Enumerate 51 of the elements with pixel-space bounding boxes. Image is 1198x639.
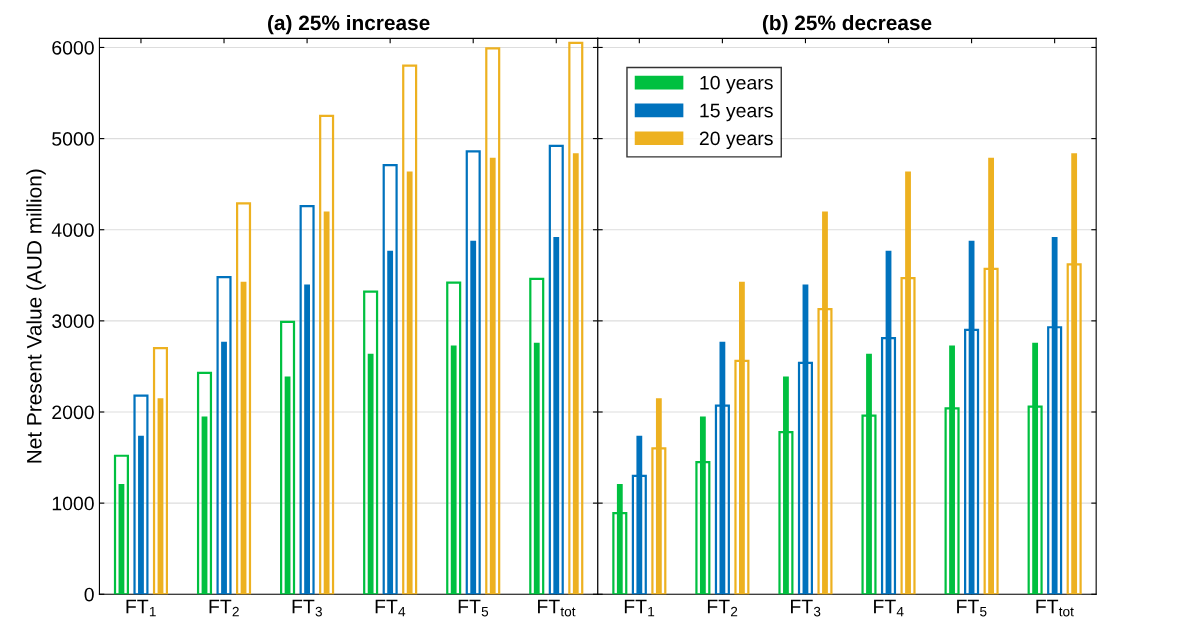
y-tick-label: 6000 bbox=[52, 40, 94, 55]
x-tick-label: FT$_{2}$ bbox=[209, 599, 239, 617]
chart-title: (a) 25% increase bbox=[268, 14, 430, 35]
bar bbox=[402, 64, 418, 595]
y-tick-label: 5000 bbox=[52, 132, 94, 146]
bar bbox=[1071, 153, 1078, 595]
bar bbox=[485, 47, 501, 595]
x-tick-label: FT$_{5}$ bbox=[957, 599, 987, 617]
legend-label: 10 years bbox=[700, 75, 773, 94]
bar bbox=[616, 484, 623, 595]
bar bbox=[236, 202, 252, 595]
bar bbox=[280, 320, 296, 595]
bar bbox=[465, 150, 481, 595]
bar bbox=[196, 371, 213, 595]
legend-label: 15 years bbox=[700, 103, 773, 122]
y-tick-label: 3000 bbox=[52, 314, 94, 329]
y-tick-label: 4000 bbox=[51, 223, 94, 237]
bar bbox=[133, 394, 149, 595]
bar bbox=[699, 416, 706, 595]
x-tick-label: FT$_{3}$ bbox=[292, 599, 322, 617]
x-tick-label: FT$_{2}$ bbox=[707, 599, 738, 617]
bar bbox=[446, 281, 462, 595]
bar bbox=[1032, 342, 1039, 595]
x-tick-label: FT$_{5}$ bbox=[458, 599, 489, 617]
bar bbox=[636, 435, 643, 595]
x-tick-label: FT$_{1}$ bbox=[126, 599, 156, 617]
bar bbox=[216, 276, 232, 595]
x-tick-label: FT$_{4}$ bbox=[375, 599, 406, 617]
y-tick-label: 2000 bbox=[52, 405, 94, 420]
bar bbox=[548, 144, 564, 595]
x-tick-label: FT$_{4}$ bbox=[874, 599, 904, 617]
bar bbox=[1051, 237, 1058, 595]
bar bbox=[152, 347, 169, 595]
bar bbox=[382, 163, 398, 595]
y-axis-title: Net Present Value (AUD million) bbox=[26, 169, 46, 463]
chart-title: (b) 25% decrease bbox=[762, 14, 932, 35]
bar bbox=[113, 454, 129, 595]
bar bbox=[299, 204, 315, 595]
bar bbox=[568, 41, 584, 595]
bar bbox=[529, 277, 545, 595]
bar bbox=[319, 114, 335, 595]
y-tick-label: 1000 bbox=[52, 496, 94, 511]
x-tick-label: FT$_{tot}$ bbox=[538, 599, 576, 617]
y-tick-label: 0 bbox=[84, 587, 94, 602]
x-tick-label: FT$_{1}$ bbox=[624, 599, 655, 617]
x-tick-label: FT$_{3}$ bbox=[791, 599, 821, 617]
bar bbox=[719, 341, 726, 595]
legend-label: 20 years bbox=[699, 131, 773, 150]
bar bbox=[363, 290, 379, 595]
bar bbox=[655, 398, 662, 595]
x-tick-label: FT$_{tot}$ bbox=[1036, 599, 1074, 617]
